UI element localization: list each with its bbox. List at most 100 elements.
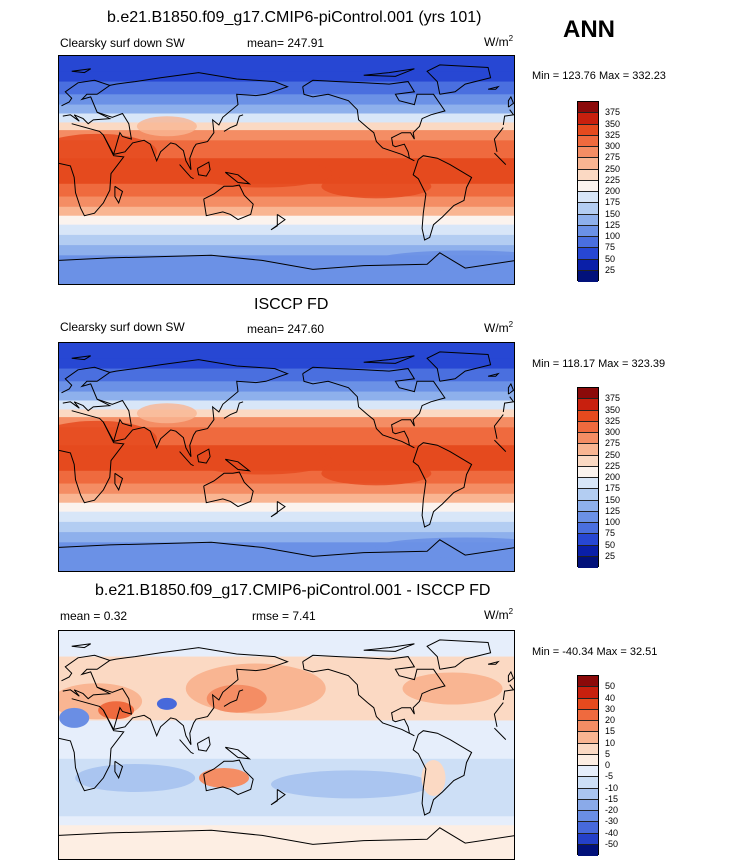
colorbar-swatch <box>578 500 598 512</box>
colorbar-swatch <box>578 687 598 699</box>
colorbar-label: 375 <box>605 107 621 118</box>
colorbar-label: -30 <box>605 816 619 827</box>
colorbar-swatch <box>578 766 598 778</box>
colorbar-swatch <box>578 545 598 557</box>
colorbar-label: 30 <box>605 703 616 714</box>
colorbar-swatch <box>578 225 598 237</box>
colorbar-swatch <box>578 822 598 834</box>
colorbar-label: 10 <box>605 737 616 748</box>
panel2-colorbar <box>577 387 599 568</box>
panel2-title: ISCCP FD <box>254 296 329 313</box>
colorbar-label: 350 <box>605 118 621 129</box>
panel3-map <box>58 630 515 860</box>
season-label: ANN <box>563 16 615 43</box>
colorbar-swatch <box>578 466 598 478</box>
map-svg <box>59 56 514 284</box>
coastline <box>59 639 514 845</box>
colorbar-label: 225 <box>605 460 621 471</box>
colorbar-swatch <box>578 523 598 535</box>
panel3-title: b.e21.B1850.f09_g17.CMIP6-piControl.001 … <box>95 582 491 599</box>
coastline <box>59 351 514 557</box>
panel1-map <box>58 55 515 285</box>
colorbar-label: 20 <box>605 715 616 725</box>
colorbar-swatch <box>578 455 598 467</box>
colorbar-label: 125 <box>605 505 621 516</box>
colorbar-swatch <box>578 534 598 546</box>
colorbar-label: 0 <box>605 760 611 770</box>
colorbar-label: 325 <box>605 129 621 140</box>
panel3-rmse: rmse = 7.41 <box>252 609 316 623</box>
panel1-title: b.e21.B1850.f09_g17.CMIP6-piControl.001 … <box>107 9 482 26</box>
panel1-colorbar <box>577 101 599 282</box>
colorbar-swatch <box>578 192 598 204</box>
colorbar-swatch <box>578 709 598 721</box>
panel2-field-label: Clearsky surf down SW <box>60 320 185 334</box>
colorbar-swatch <box>578 511 598 523</box>
colorbar-label: -20 <box>605 805 619 815</box>
colorbar-label: 300 <box>605 141 621 151</box>
colorbar-swatch <box>578 203 598 215</box>
colorbar-label: -5 <box>605 771 614 782</box>
colorbar-label: 275 <box>605 438 621 449</box>
colorbar-swatch <box>578 698 598 710</box>
colorbar-label: 175 <box>605 483 621 494</box>
colorbar-swatch <box>578 489 598 501</box>
colorbar-swatch <box>578 754 598 766</box>
colorbar-label: 100 <box>605 517 621 527</box>
colorbar-label: 200 <box>605 186 621 196</box>
colorbar-label: 250 <box>605 449 621 460</box>
colorbar-label: 50 <box>605 681 616 692</box>
colorbar-label: 75 <box>605 242 616 253</box>
colorbar-swatch <box>578 259 598 271</box>
colorbar-label: -15 <box>605 793 619 804</box>
colorbar-swatch <box>578 799 598 811</box>
colorbar-label: 175 <box>605 197 621 208</box>
colorbar-label: 325 <box>605 415 621 426</box>
colorbar-label: 300 <box>605 427 621 437</box>
colorbar-swatch <box>578 788 598 800</box>
colorbar-swatch <box>578 147 598 159</box>
colorbar-label: 200 <box>605 472 621 482</box>
colorbar-swatch <box>578 388 598 400</box>
colorbar-swatch <box>578 102 598 114</box>
panel2-mean: mean= 247.60 <box>247 322 325 336</box>
map-svg <box>59 631 514 859</box>
panel2-map <box>58 342 515 572</box>
colorbar-label: 100 <box>605 231 621 241</box>
panel3-mean: mean = 0.32 <box>60 609 128 623</box>
colorbar-swatch <box>578 743 598 755</box>
colorbar-swatch <box>578 237 598 249</box>
panel2-units: W/m2 <box>484 320 514 335</box>
colorbar-label: 225 <box>605 174 621 185</box>
colorbar-swatch <box>578 421 598 433</box>
colorbar-label: 150 <box>605 494 621 505</box>
colorbar-swatch <box>578 676 598 688</box>
colorbar-swatch <box>578 556 598 568</box>
colorbar-label: 50 <box>605 539 616 550</box>
colorbar-swatch <box>578 410 598 422</box>
panel3-minmax: Min = -40.34 Max = 32.51 <box>532 646 658 658</box>
panel3-units: W/m2 <box>484 607 514 622</box>
panel1-mean: mean= 247.91 <box>247 36 325 50</box>
colorbar-label: -10 <box>605 782 619 793</box>
colorbar-swatch <box>578 444 598 456</box>
panel1-field-label: Clearsky surf down SW <box>60 36 185 50</box>
colorbar-swatch <box>578 478 598 490</box>
colorbar-swatch <box>578 833 598 845</box>
coastline <box>59 64 514 270</box>
panel2-minmax: Min = 118.17 Max = 323.39 <box>532 358 666 370</box>
colorbar-swatch <box>578 248 598 260</box>
colorbar-label: 375 <box>605 393 621 404</box>
colorbar-label: 50 <box>605 253 616 264</box>
colorbar-swatch <box>578 721 598 733</box>
colorbar-label: 250 <box>605 163 621 174</box>
colorbar-label: -40 <box>605 827 619 838</box>
colorbar-swatch <box>578 777 598 789</box>
colorbar-swatch <box>578 158 598 170</box>
panel1-minmax: Min = 123.76 Max = 332.23 <box>532 70 666 82</box>
panel3-colorbar <box>577 675 599 856</box>
colorbar-label: 275 <box>605 152 621 163</box>
colorbar-label: 125 <box>605 219 621 230</box>
map-svg <box>59 343 514 571</box>
colorbar-label: 25 <box>605 550 616 561</box>
